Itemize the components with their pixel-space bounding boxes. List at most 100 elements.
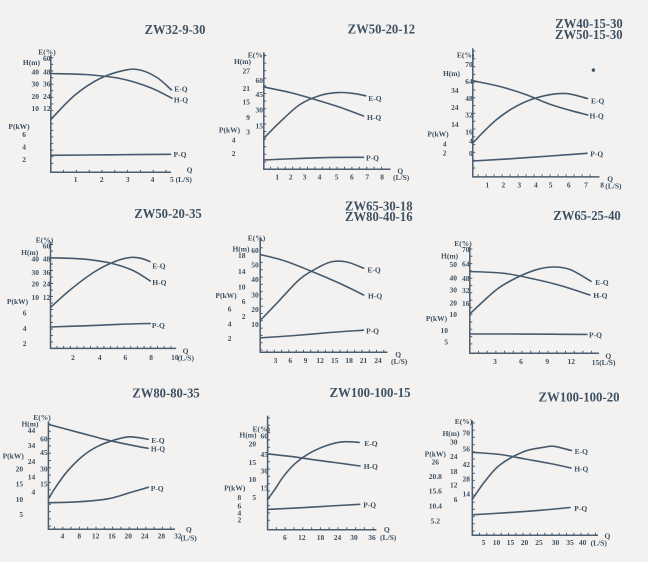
svg-text:24: 24: [374, 356, 382, 365]
svg-text:0: 0: [469, 149, 473, 158]
svg-text:ZW65-30-18: ZW65-30-18: [345, 200, 413, 215]
svg-text:H-Q: H-Q: [364, 462, 378, 471]
svg-text:18: 18: [238, 251, 246, 260]
svg-text:8: 8: [77, 532, 81, 541]
svg-text:Q: Q: [607, 175, 613, 184]
svg-text:15: 15: [40, 479, 48, 488]
svg-text:5: 5: [335, 173, 339, 182]
svg-text:P-Q: P-Q: [363, 500, 376, 509]
svg-text:4: 4: [318, 173, 322, 182]
svg-text:E-Q: E-Q: [174, 84, 188, 93]
svg-text:2: 2: [289, 173, 293, 182]
svg-text:12: 12: [43, 104, 51, 113]
svg-text:28: 28: [158, 532, 166, 541]
svg-text:P-Q: P-Q: [151, 484, 164, 493]
svg-text:Q: Q: [384, 525, 390, 534]
svg-text:30: 30: [32, 268, 40, 277]
svg-text:H-Q: H-Q: [151, 444, 165, 453]
svg-text:P(kW): P(kW): [7, 297, 29, 306]
svg-text:E-Q: E-Q: [364, 439, 378, 448]
svg-text:H(m): H(m): [442, 429, 460, 438]
svg-text:ZW50-20-35: ZW50-20-35: [134, 207, 202, 222]
svg-text:1: 1: [275, 173, 279, 182]
svg-text:28: 28: [463, 475, 471, 484]
svg-text:9: 9: [246, 113, 250, 122]
svg-text:H-Q: H-Q: [574, 464, 588, 473]
svg-text:20: 20: [32, 92, 40, 101]
svg-text:4: 4: [151, 175, 155, 184]
svg-text:10: 10: [441, 326, 449, 335]
svg-text:E-Q: E-Q: [591, 97, 605, 106]
svg-text:(L/S): (L/S): [605, 181, 622, 190]
svg-text:12: 12: [568, 357, 576, 366]
svg-text:20.8: 20.8: [429, 472, 442, 481]
svg-text:3: 3: [493, 357, 497, 366]
svg-text:18: 18: [345, 356, 353, 365]
svg-text:8: 8: [149, 353, 153, 362]
svg-text:ZW32-9-30: ZW32-9-30: [145, 23, 206, 38]
svg-text:15: 15: [249, 458, 257, 467]
svg-text:H(m): H(m): [441, 252, 459, 261]
svg-text:E(%): E(%): [457, 50, 475, 59]
svg-text:5 (L/S): 5 (L/S): [170, 175, 192, 184]
svg-text:30: 30: [450, 438, 458, 447]
svg-text:E(%): E(%): [454, 239, 472, 248]
svg-text:ZW50-20-12: ZW50-20-12: [348, 22, 416, 37]
svg-text:12: 12: [298, 533, 306, 542]
svg-text:10: 10: [493, 538, 501, 547]
svg-text:P(kW): P(kW): [425, 449, 447, 458]
svg-text:10: 10: [251, 320, 259, 329]
svg-text:36: 36: [43, 79, 51, 88]
svg-text:25: 25: [535, 538, 543, 547]
svg-text:10: 10: [171, 353, 179, 362]
svg-text:5: 5: [549, 181, 553, 190]
svg-text:40: 40: [450, 274, 458, 283]
svg-text:E-Q: E-Q: [595, 278, 609, 287]
svg-text:20: 20: [16, 465, 24, 474]
svg-text:3: 3: [126, 175, 130, 184]
svg-text:(L/S): (L/S): [181, 534, 198, 543]
svg-text:10: 10: [238, 283, 246, 292]
svg-text:30: 30: [450, 286, 458, 295]
svg-text:E(%): E(%): [455, 417, 473, 426]
svg-text:15(L/S): 15(L/S): [592, 358, 616, 367]
svg-text:15: 15: [243, 98, 251, 107]
svg-text:E-Q: E-Q: [368, 94, 382, 103]
svg-text:15: 15: [256, 121, 264, 130]
svg-text:20: 20: [521, 538, 529, 547]
svg-text:8: 8: [380, 173, 384, 182]
svg-text:Q: Q: [605, 352, 611, 361]
svg-text:ZW80-80-35: ZW80-80-35: [132, 387, 200, 402]
svg-text:70: 70: [462, 245, 470, 254]
svg-text:H-Q: H-Q: [152, 278, 166, 287]
svg-text:12: 12: [92, 532, 100, 541]
svg-text:5: 5: [252, 493, 256, 502]
svg-text:P(kW): P(kW): [219, 125, 241, 134]
svg-text:30: 30: [350, 533, 358, 542]
svg-text:10: 10: [450, 310, 458, 319]
svg-text:ZW40-15-30: ZW40-15-30: [555, 17, 623, 32]
svg-text:6: 6: [23, 309, 27, 318]
svg-text:15: 15: [261, 484, 269, 493]
svg-text:ZW100-100-15: ZW100-100-15: [330, 386, 411, 401]
svg-text:Q: Q: [187, 166, 193, 175]
svg-text:(L/S): (L/S): [178, 354, 195, 363]
svg-text:4: 4: [469, 136, 473, 145]
svg-text:Q: Q: [397, 166, 403, 175]
svg-text:30: 30: [251, 291, 259, 300]
svg-text:ZW50-15-30: ZW50-15-30: [555, 28, 623, 43]
svg-text:24: 24: [43, 280, 51, 289]
svg-text:6: 6: [22, 130, 26, 139]
svg-text:21: 21: [360, 356, 368, 365]
svg-text:45: 45: [40, 448, 48, 457]
svg-text:48: 48: [43, 67, 51, 76]
svg-text:8: 8: [600, 181, 604, 190]
svg-text:4: 4: [23, 324, 27, 333]
svg-text:ZW80-40-16: ZW80-40-16: [345, 210, 413, 225]
svg-text:4: 4: [31, 487, 35, 496]
svg-text:3: 3: [303, 173, 307, 182]
svg-text:P(kW): P(kW): [427, 129, 449, 138]
svg-text:Q: Q: [183, 346, 189, 355]
svg-text:15: 15: [507, 538, 515, 547]
svg-text:21: 21: [243, 84, 251, 93]
